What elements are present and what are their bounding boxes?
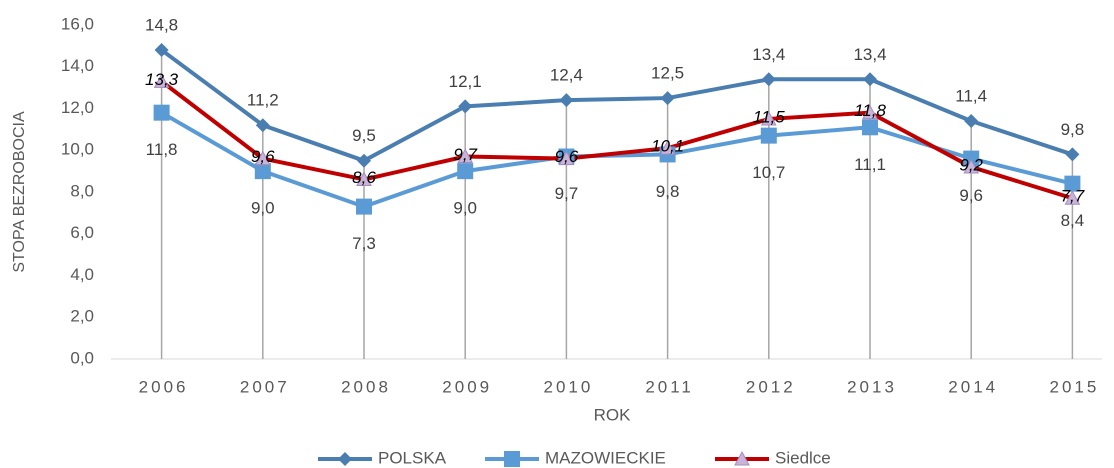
marker bbox=[964, 114, 979, 129]
x-tick-label: 2011 bbox=[645, 377, 694, 396]
marker bbox=[254, 150, 271, 166]
value-label: 9,8 bbox=[1061, 120, 1085, 139]
y-tick-label: 10,0 bbox=[61, 140, 94, 159]
marker bbox=[1064, 175, 1081, 192]
marker bbox=[255, 118, 270, 133]
marker bbox=[357, 153, 371, 168]
value-label: 11,5 bbox=[753, 107, 785, 126]
value-label: 11,2 bbox=[247, 91, 279, 110]
value-label: 11,8 bbox=[854, 101, 886, 120]
legend-label: POLSKA bbox=[378, 448, 447, 467]
marker bbox=[458, 99, 473, 114]
y-tick-label: 0,0 bbox=[70, 348, 94, 367]
legend-marker bbox=[734, 450, 750, 466]
value-label: 9,0 bbox=[453, 199, 477, 218]
value-label: 11,8 bbox=[146, 140, 178, 159]
y-tick-label: 2,0 bbox=[70, 307, 94, 326]
value-label: 14,8 bbox=[145, 16, 178, 35]
value-label: 9,5 bbox=[352, 126, 376, 145]
y-tick-label: 12,0 bbox=[61, 98, 94, 117]
value-label: 7,7 bbox=[1061, 187, 1085, 206]
value-label: 9,7 bbox=[555, 184, 579, 203]
value-label: 9,7 bbox=[453, 145, 477, 164]
legend-label: Siedlce bbox=[775, 448, 831, 467]
marker bbox=[659, 140, 676, 155]
marker bbox=[356, 198, 372, 215]
series-line bbox=[160, 48, 1074, 163]
marker bbox=[862, 104, 878, 120]
value-label: 13,3 bbox=[145, 70, 179, 89]
marker bbox=[154, 43, 169, 58]
legend-marker bbox=[338, 452, 352, 466]
marker bbox=[1065, 147, 1080, 162]
value-label: 9,0 bbox=[251, 199, 275, 218]
x-tick-label: 2008 bbox=[341, 377, 391, 396]
marker bbox=[457, 163, 474, 180]
marker bbox=[660, 91, 675, 106]
value-label: 12,1 bbox=[449, 72, 482, 91]
y-tick-label: 16,0 bbox=[61, 14, 94, 33]
series-line bbox=[160, 79, 1073, 201]
value-label: 13,4 bbox=[853, 45, 886, 64]
value-label: 8,4 bbox=[1061, 211, 1085, 230]
value-label: 9,8 bbox=[656, 182, 680, 201]
marker bbox=[963, 158, 980, 174]
marker bbox=[863, 72, 877, 87]
x-tick-label: 2007 bbox=[240, 377, 290, 396]
value-label: 9,6 bbox=[959, 186, 983, 205]
x-tick-label: 2014 bbox=[948, 377, 998, 396]
y-tick-label: 8,0 bbox=[70, 181, 94, 200]
marker bbox=[963, 150, 980, 167]
x-tick-label: 2015 bbox=[1049, 377, 1099, 396]
marker bbox=[153, 104, 170, 121]
marker bbox=[760, 110, 777, 126]
legend-marker bbox=[504, 451, 520, 467]
value-label: 8,6 bbox=[352, 168, 376, 187]
y-axis-label: STOPA BEZROBOCIA bbox=[11, 111, 28, 273]
x-tick-label: 2006 bbox=[139, 377, 189, 396]
value-label: 11,4 bbox=[955, 87, 987, 106]
value-label: 11,1 bbox=[854, 155, 886, 174]
series-line bbox=[160, 110, 1073, 209]
marker bbox=[356, 171, 372, 186]
value-label: 12,4 bbox=[550, 66, 583, 85]
marker bbox=[760, 127, 777, 144]
y-tick-label: 4,0 bbox=[70, 265, 94, 284]
legend-label: MAZOWIECKIE bbox=[545, 448, 666, 467]
marker bbox=[558, 150, 575, 166]
x-axis-label: ROK bbox=[594, 405, 632, 424]
value-label: 10,7 bbox=[752, 163, 785, 182]
y-tick-label: 6,0 bbox=[70, 223, 94, 242]
value-label: 9,2 bbox=[959, 155, 983, 174]
marker bbox=[254, 163, 271, 180]
marker bbox=[761, 72, 776, 87]
x-tick-label: 2010 bbox=[543, 377, 593, 396]
marker bbox=[862, 119, 878, 136]
y-tick-label: 14,0 bbox=[61, 56, 94, 75]
value-label: 12,5 bbox=[651, 64, 684, 83]
x-tick-label: 2012 bbox=[746, 377, 796, 396]
legend: POLSKA MAZOWIECKIE Siedlce bbox=[318, 448, 831, 467]
value-label: 9,6 bbox=[251, 147, 275, 166]
marker bbox=[153, 73, 170, 88]
value-label: 7,3 bbox=[352, 234, 376, 253]
marker bbox=[1064, 190, 1081, 205]
value-label: 10,1 bbox=[651, 137, 684, 156]
x-tick-label: 2013 bbox=[847, 377, 897, 396]
value-label: 13,4 bbox=[752, 45, 785, 64]
marker bbox=[559, 93, 574, 108]
marker bbox=[457, 148, 474, 164]
x-tick-label: 2009 bbox=[442, 377, 492, 396]
value-label: 9,6 bbox=[555, 147, 579, 166]
